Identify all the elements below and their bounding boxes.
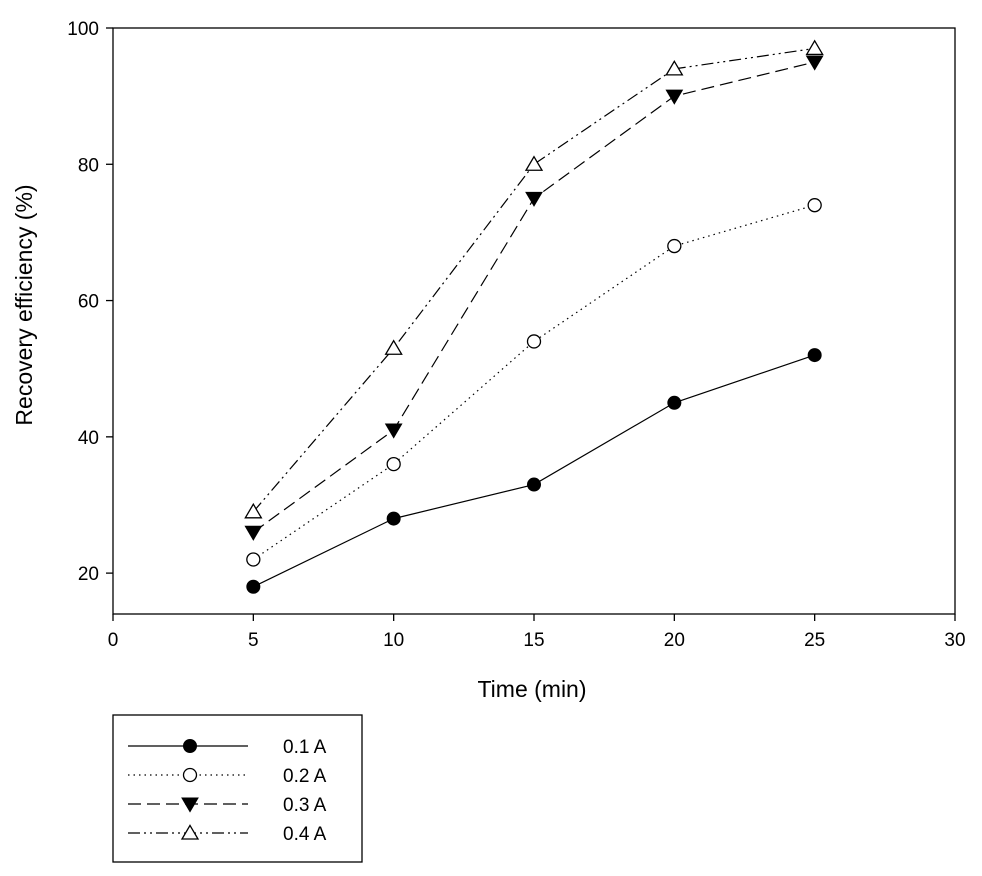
data-point [527,477,541,492]
series-0-2-a [246,198,822,567]
series-layer [244,39,824,594]
data-point [805,39,824,56]
legend-label: 0.1 A [283,737,327,758]
series-0-3-a [244,55,824,541]
y-tick-label: 60 [78,292,99,313]
data-point [665,60,684,76]
legend-label: 0.2 A [283,766,327,787]
legend-entry: 0.4 A [128,824,327,845]
legend-marker [181,797,199,813]
data-point [384,423,403,439]
legend-box [112,714,363,863]
x-tick-label: 0 [108,630,119,651]
x-tick-label: 25 [804,630,825,651]
legend-marker [183,739,197,753]
plot-frame-layer [112,27,956,615]
data-point [244,502,263,519]
series-0-4-a [244,39,824,519]
data-point [805,55,824,71]
x-tick-label: 5 [248,630,259,651]
y-tick-label: 40 [78,428,99,449]
legend-entry: 0.2 A [128,766,327,787]
legend: 0.1 A 0.2 A 0.3 A 0.4 A [112,714,363,863]
data-point [386,456,401,472]
legend-entry: 0.3 A [128,795,327,816]
y-tick-label: 100 [67,19,99,40]
legend-label: 0.4 A [283,824,327,845]
data-point [244,525,263,541]
x-tick-label: 10 [383,630,404,651]
x-tick-label: 15 [523,630,544,651]
series-line [252,204,815,560]
data-point [807,198,822,213]
plot-frame [112,27,956,615]
legend-marker [182,767,198,783]
x-tick-label: 30 [944,630,965,651]
x-tick-label: 20 [664,630,685,651]
data-point [246,579,261,594]
legend-marker [180,824,200,840]
data-point [386,511,401,526]
series-0-1-a [246,348,822,594]
series-line [252,61,815,533]
series-line [252,47,815,513]
data-point [246,552,261,567]
data-point [526,334,542,349]
y-tick-label: 20 [78,564,99,585]
data-point [525,191,543,207]
data-point [667,395,682,410]
legend-label: 0.3 A [283,795,327,816]
y-axis-title: Recovery efficiency (%) [11,184,37,425]
y-tick-label: 80 [78,155,99,176]
legend-entry: 0.1 A [128,737,327,758]
data-point [524,155,544,171]
data-point [384,339,403,355]
data-point [667,238,682,254]
x-axis-title: Time (min) [477,676,586,702]
axes-layer: 0 5 10 15 20 25 30 20 40 60 80 100 [67,19,965,651]
data-point [665,89,684,105]
data-point [807,348,822,363]
